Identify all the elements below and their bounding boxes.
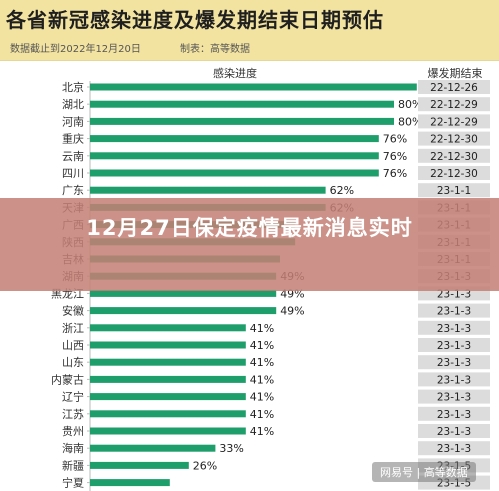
category-label: 四川 xyxy=(62,167,84,180)
value-label: 41% xyxy=(250,408,274,421)
end-date-label: 22-12-29 xyxy=(430,99,478,111)
progress-bar xyxy=(90,444,216,452)
end-date-label: 22-12-29 xyxy=(430,116,478,128)
category-label: 湖北 xyxy=(62,98,84,111)
category-label: 新疆 xyxy=(62,458,84,472)
value-label: 41% xyxy=(250,322,274,335)
end-date-box xyxy=(418,338,490,352)
progress-column-header: 感染进度 xyxy=(213,66,257,80)
value-label: 76% xyxy=(383,167,407,180)
category-label: 内蒙古 xyxy=(51,372,84,386)
category-label: 宁夏 xyxy=(62,476,84,490)
chart-title: 各省新冠感染进度及爆发期结束日期预估 xyxy=(6,8,384,32)
data-source-note: 数据截止到2022年12月20日 xyxy=(10,44,141,55)
end-date-box xyxy=(418,80,490,94)
end-date-label: 23-1-3 xyxy=(437,306,471,318)
value-label: 76% xyxy=(383,133,407,146)
category-label: 重庆 xyxy=(62,132,84,146)
progress-bar xyxy=(90,375,246,383)
end-date-box xyxy=(418,372,490,387)
end-date-label: 23-1-3 xyxy=(437,340,471,352)
value-label: 41% xyxy=(250,391,274,404)
progress-bar xyxy=(90,169,379,177)
value-label: 41% xyxy=(250,373,274,386)
value-label: 76% xyxy=(383,150,407,163)
end-date-label: 22-12-30 xyxy=(430,151,478,163)
end-date-label: 23-1-3 xyxy=(437,288,471,300)
category-label: 山东 xyxy=(62,356,84,369)
value-label: 41% xyxy=(250,339,274,352)
end-date-label: 23-1-1 xyxy=(437,185,471,197)
end-date-label: 22-12-30 xyxy=(430,168,478,180)
category-label: 浙江 xyxy=(62,322,84,335)
end-date-label: 23-1-3 xyxy=(437,374,471,386)
progress-bar xyxy=(90,479,170,487)
progress-bar xyxy=(90,324,246,332)
end-date-label: 22-12-26 xyxy=(430,82,478,94)
end-date-box xyxy=(418,424,490,438)
end-date-label: 23-1-3 xyxy=(437,357,471,369)
progress-bar xyxy=(90,307,277,315)
category-label: 江苏 xyxy=(62,408,84,421)
end-date-box xyxy=(418,406,490,421)
end-date-label: 22-12-30 xyxy=(430,134,478,146)
end-date-box xyxy=(418,303,490,318)
value-label: 62% xyxy=(330,184,354,197)
end-date-label: 23-1-3 xyxy=(437,426,471,438)
end-date-box xyxy=(418,441,490,456)
progress-bar xyxy=(90,100,394,108)
headline-banner: 12月27日保定疫情最新消息实时 xyxy=(0,198,499,291)
progress-bar xyxy=(90,135,379,143)
table-maker-note: 制表：高等数据 xyxy=(180,44,250,55)
progress-bar xyxy=(90,427,246,435)
progress-bar xyxy=(90,289,277,297)
progress-bar xyxy=(90,152,379,160)
category-label: 海南 xyxy=(62,441,84,455)
end-date-label: 23-1-3 xyxy=(437,409,471,421)
category-label: 云南 xyxy=(62,150,84,163)
end-date-box xyxy=(418,320,490,335)
progress-bar xyxy=(90,117,394,125)
progress-bar xyxy=(90,393,246,401)
end-date-box xyxy=(418,114,490,129)
end-date-label: 23-1-3 xyxy=(437,443,471,455)
end-date-box xyxy=(418,183,490,198)
value-label: 41% xyxy=(250,425,274,438)
category-label: 贵州 xyxy=(62,425,84,438)
progress-bar xyxy=(90,186,326,194)
progress-bar xyxy=(90,410,246,418)
value-label: 80% xyxy=(398,98,422,111)
end-date-label: 23-1-3 xyxy=(437,392,471,404)
progress-bar xyxy=(90,341,246,349)
value-label: 33% xyxy=(219,442,243,455)
category-label: 山西 xyxy=(62,339,84,352)
value-label: 80% xyxy=(398,115,422,128)
end-date-label: 23-1-3 xyxy=(437,323,471,335)
category-label: 北京 xyxy=(62,80,84,94)
end-date-box xyxy=(418,131,490,146)
category-label: 河南 xyxy=(62,115,84,128)
end-date-box xyxy=(418,166,490,180)
end-date-box xyxy=(418,148,490,163)
progress-bar xyxy=(90,461,189,469)
value-label: 26% xyxy=(193,459,217,472)
progress-bar xyxy=(90,83,417,91)
category-label: 辽宁 xyxy=(62,390,84,404)
end-date-box xyxy=(418,97,490,112)
value-label: 41% xyxy=(250,356,274,369)
value-label: 49% xyxy=(280,305,304,318)
category-label: 安徽 xyxy=(62,304,84,318)
progress-bar xyxy=(90,358,246,366)
end-date-box xyxy=(418,355,490,370)
watermark: 网易号 | 高等数据 xyxy=(372,462,476,482)
headline-text: 12月27日保定疫情最新消息实时 xyxy=(86,216,413,240)
end-date-box xyxy=(418,389,490,404)
category-label: 广东 xyxy=(62,184,84,197)
end-date-column-header: 爆发期结束 xyxy=(428,66,483,80)
